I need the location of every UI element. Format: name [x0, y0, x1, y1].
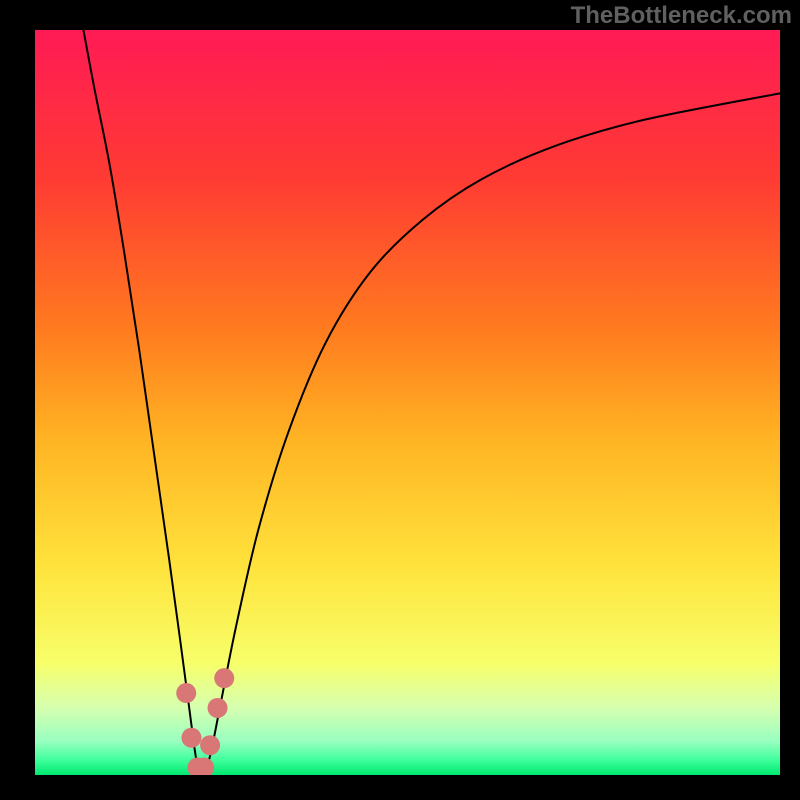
curve-marker: [194, 758, 214, 778]
bottleneck-chart: [0, 0, 800, 800]
curve-marker: [208, 698, 228, 718]
curve-marker: [181, 728, 201, 748]
curve-marker: [214, 668, 234, 688]
chart-frame: TheBottleneck.com: [0, 0, 800, 800]
curve-marker: [176, 683, 196, 703]
watermark-text: TheBottleneck.com: [571, 2, 792, 30]
curve-marker: [200, 735, 220, 755]
